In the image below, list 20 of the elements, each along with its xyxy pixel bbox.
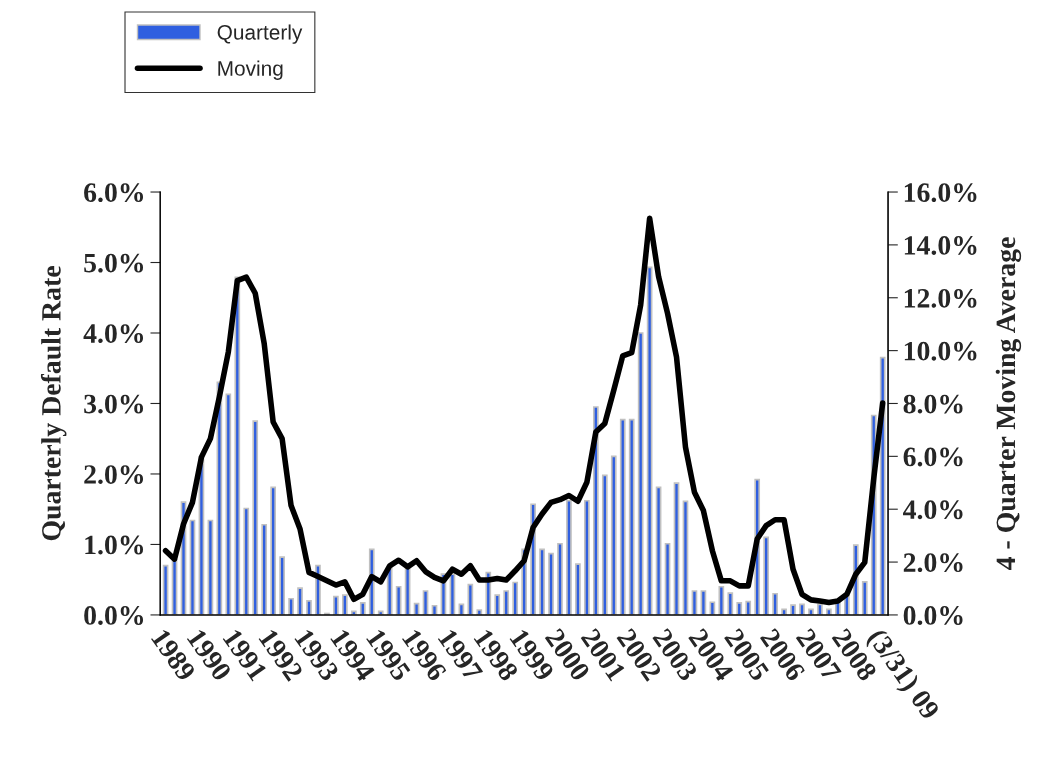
y2-axis-title: 4 - Quarter Moving Average [995,237,1022,570]
y2-tick-label: 4.0% [903,500,963,520]
y2-tick-label: 10.0% [904,341,977,361]
y-tick-label: 5.0% [84,253,144,273]
y2-tick-label: 16.0% [904,183,977,203]
legend-label: Quarterly [217,24,303,44]
y2-tick-label: 6.0% [903,447,963,467]
y-tick-label: 1.0% [85,535,144,555]
y2-tick-label: 8.0% [903,394,963,414]
y-axis-title: Quarterly Default Rate [40,266,67,541]
legend-label: Moving [218,60,283,80]
y2-tick-label: 14.0% [904,236,977,255]
y-tick-label: 0.0% [84,606,144,625]
y2-tick-label: 12.0% [904,288,977,308]
y-tick-label: 4.0% [83,324,144,344]
y-tick-label: 3.0% [84,394,144,414]
y-tick-label: 6.0% [84,183,144,203]
y2-tick-label: 0.0% [903,606,963,625]
y2-tick-label: 2.0% [903,553,963,573]
y-tick-label: 2.0% [84,465,144,484]
